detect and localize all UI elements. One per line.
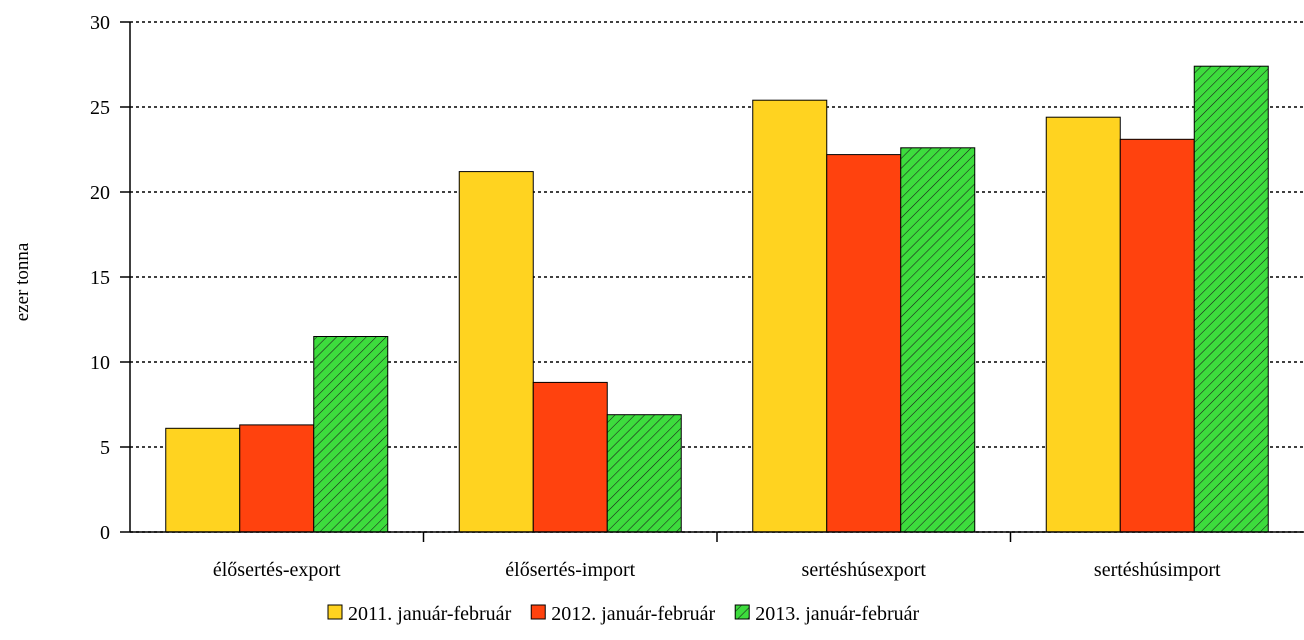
x-tick-label: élősertés-import <box>505 559 635 581</box>
legend-swatch-1 <box>327 604 343 620</box>
bar-1-1 <box>165 427 241 533</box>
y-tick-label: 5 <box>100 437 110 459</box>
y-tick-label: 20 <box>90 182 110 204</box>
legend-label-2: 2012. január-február <box>551 603 715 625</box>
legend-label-1: 2011. január-február <box>348 603 512 625</box>
legend-swatch-2 <box>530 604 546 620</box>
y-tick-label: 0 <box>100 522 110 544</box>
y-tick-label: 15 <box>90 267 110 289</box>
bar-3-4 <box>1193 65 1269 533</box>
bar-3-2 <box>606 414 682 533</box>
bar-1-2 <box>458 171 534 533</box>
bar-2-1 <box>239 424 315 533</box>
bar-2-2 <box>532 381 608 533</box>
y-tick-label: 30 <box>90 12 110 34</box>
bar-3-3 <box>900 147 976 533</box>
legend-swatch-3 <box>734 604 750 620</box>
bar-1-4 <box>1045 116 1121 533</box>
bar-3-1 <box>313 336 389 533</box>
bar-2-4 <box>1119 138 1195 533</box>
y-axis-label: ezer tonna <box>12 242 33 321</box>
legend-label-3: 2013. január-február <box>755 603 919 625</box>
x-tick-label: sertéshúsimport <box>1094 559 1221 581</box>
y-tick-label: 25 <box>90 97 110 119</box>
bar-2-3 <box>826 154 902 533</box>
x-tick-label: élősertés-export <box>213 559 341 581</box>
y-tick-label: 10 <box>90 352 110 374</box>
x-tick-label: sertéshúsexport <box>802 559 927 581</box>
bar-1-3 <box>752 99 828 533</box>
